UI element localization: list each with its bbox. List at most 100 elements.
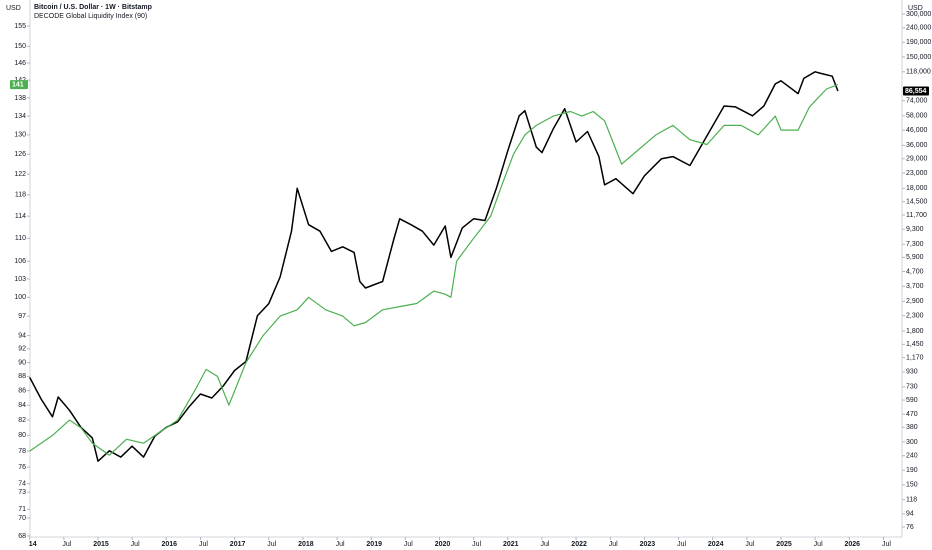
y-tick-label: 138 (14, 95, 26, 102)
y-tick-label: 78 (18, 448, 26, 455)
y2-tick-label: 14,500 (906, 199, 928, 206)
x-tick-label: Jul (677, 541, 686, 548)
y2-tick-label: 240,000 (906, 25, 931, 32)
y2-tick-label: 5,900 (906, 254, 924, 261)
last-value-tag (10, 80, 28, 90)
y-tick-label: 146 (14, 60, 26, 67)
x-tick-label: 2018 (298, 541, 314, 548)
y-tick-label: 100 (14, 294, 26, 301)
x-tick-label: Jul (745, 541, 754, 548)
y-tick-label: 97 (18, 313, 26, 320)
last-value-label: 86,554 (905, 88, 927, 95)
y-tick-label: 103 (14, 276, 26, 283)
x-tick-label: 2024 (708, 541, 724, 548)
y2-tick-label: 150,000 (906, 54, 931, 61)
y-tick-label: 88 (18, 373, 26, 380)
y2-tick-label: 300 (906, 439, 918, 446)
x-tick-label: Jul (609, 541, 618, 548)
y2-tick-label: 7,300 (906, 241, 924, 248)
y-tick-label: 106 (14, 258, 26, 265)
y2-tick-label: 118 (906, 497, 917, 504)
y2-tick-label: 150 (906, 482, 918, 489)
y2-tick-label: 470 (906, 411, 918, 418)
y-tick-label: 134 (14, 113, 26, 120)
y-tick-label: 92 (18, 346, 26, 353)
y2-tick-label: 730 (906, 384, 918, 391)
series-line (29, 84, 839, 456)
y2-tick-label: 46,000 (906, 127, 928, 134)
x-tick-label: 2021 (503, 541, 519, 548)
x-tick-label: 2019 (366, 541, 382, 548)
y2-tick-label: 4,700 (906, 268, 924, 275)
y2-tick-label: 58,000 (906, 113, 928, 120)
y2-tick-label: 18,000 (906, 185, 928, 192)
x-tick-label: Jul (267, 541, 276, 548)
x-tick-label: 2022 (571, 541, 587, 548)
y-tick-label: 80 (18, 432, 26, 439)
y-tick-label: 155 (14, 23, 26, 30)
y-tick-label: 118 (15, 192, 26, 199)
y-tick-label: 73 (18, 489, 26, 496)
y-tick-label: 130 (14, 132, 26, 139)
x-tick-label: 2020 (435, 541, 451, 548)
y2-tick-label: 300,000 (906, 11, 931, 18)
left-unit: USD (6, 5, 21, 12)
y2-tick-label: 930 (906, 369, 918, 376)
y2-tick-label: 118,000 (906, 69, 931, 76)
x-tick-label: 2025 (776, 541, 792, 548)
x-tick-label: Jul (404, 541, 413, 548)
y2-tick-label: 2,300 (906, 313, 924, 320)
y-tick-label: 71 (18, 506, 26, 513)
y2-tick-label: 74,000 (906, 98, 928, 105)
x-tick-label: 2017 (230, 541, 246, 548)
y-tick-label: 82 (18, 417, 26, 424)
y-tick-label: 122 (14, 171, 26, 178)
y-tick-label: 126 (14, 151, 26, 158)
x-tick-label: 14 (29, 541, 37, 548)
y-tick-label: 70 (18, 515, 26, 522)
x-tick-label: Jul (131, 541, 140, 548)
y2-tick-label: 9,300 (906, 226, 924, 233)
y2-tick-label: 1,450 (906, 341, 924, 348)
y2-tick-label: 94 (906, 511, 914, 518)
y-tick-label: 114 (15, 213, 26, 220)
y-tick-label: 74 (18, 481, 26, 488)
chart-title: Bitcoin / U.S. Dollar · 1W · Bitstamp (34, 4, 152, 11)
y2-tick-label: 23,000 (906, 170, 928, 177)
x-tick-label: Jul (336, 541, 345, 548)
x-tick-label: 2015 (93, 541, 109, 548)
y2-tick-label: 190 (906, 467, 918, 474)
y-tick-label: 150 (14, 43, 26, 50)
y2-tick-label: 36,000 (906, 142, 928, 149)
last-value-label: 141 (12, 81, 24, 88)
chart-subtitle: DECODE Global Liquidity Index (90) (34, 13, 147, 20)
right-unit: USD (908, 5, 923, 12)
y2-tick-label: 2,900 (906, 298, 924, 305)
x-tick-label: Jul (540, 541, 549, 548)
x-tick-label: Jul (882, 541, 891, 548)
y2-tick-label: 3,700 (906, 283, 924, 290)
y-tick-label: 94 (18, 332, 26, 339)
x-tick-label: Jul (62, 541, 71, 548)
y2-tick-label: 11,700 (906, 212, 927, 219)
y2-tick-label: 240 (906, 453, 918, 460)
y2-tick-label: 380 (906, 424, 918, 431)
x-tick-label: 2026 (845, 541, 861, 548)
y2-tick-label: 590 (906, 397, 918, 404)
series-line (29, 71, 839, 462)
y-tick-label: 90 (18, 359, 26, 366)
y-tick-label: 110 (15, 235, 26, 242)
y2-tick-label: 29,000 (906, 156, 928, 163)
y2-tick-label: 76 (906, 524, 914, 531)
x-tick-label: Jul (199, 541, 208, 548)
y-tick-label: 86 (18, 387, 26, 394)
x-tick-label: Jul (814, 541, 823, 548)
x-tick-label: Jul (472, 541, 481, 548)
y2-tick-label: 190,000 (906, 39, 931, 46)
y-tick-label: 68 (18, 533, 26, 540)
y2-tick-label: 1,170 (906, 354, 924, 361)
x-tick-label: 2023 (640, 541, 656, 548)
x-tick-label: 2016 (162, 541, 178, 548)
y-tick-label: 76 (18, 464, 26, 471)
